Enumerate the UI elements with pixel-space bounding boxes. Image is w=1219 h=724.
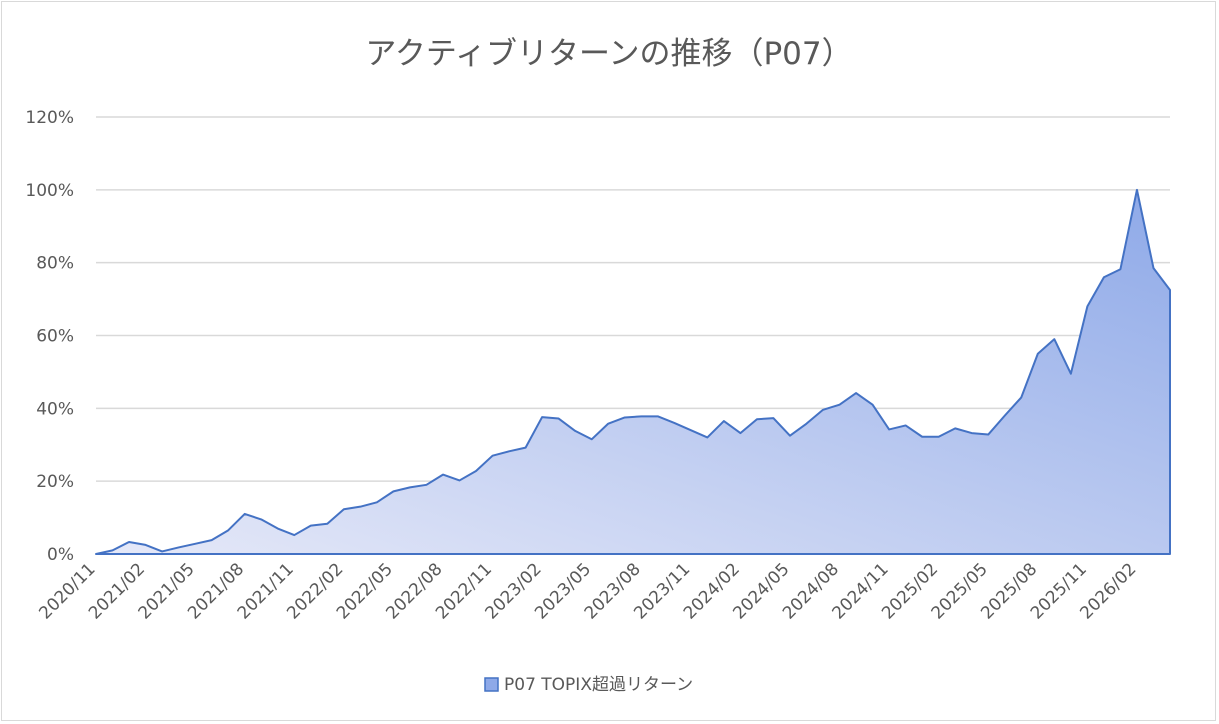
y-tick-label: 0% [47, 545, 74, 565]
legend-label: P07 TOPIX超過リターン [504, 675, 693, 695]
chart-title: アクティブリターンの推移（P07） [365, 36, 852, 72]
legend-swatch [484, 677, 499, 692]
series-area-p07 [95, 188, 1171, 555]
plot-area [95, 188, 1171, 555]
y-tick-label: 80% [36, 254, 74, 274]
y-tick-label: 100% [25, 181, 74, 201]
x-axis-ticks: 2020/112021/022021/052021/082021/112022/… [35, 559, 1140, 623]
y-tick-label: 40% [36, 399, 74, 419]
y-tick-label: 20% [36, 472, 74, 492]
y-tick-label: 60% [36, 327, 74, 347]
legend: P07 TOPIX超過リターン [484, 675, 693, 695]
y-axis-ticks: 0% 20% 40% 60% 80% 100% 120% [25, 108, 74, 565]
y-tick-label: 120% [25, 108, 74, 128]
